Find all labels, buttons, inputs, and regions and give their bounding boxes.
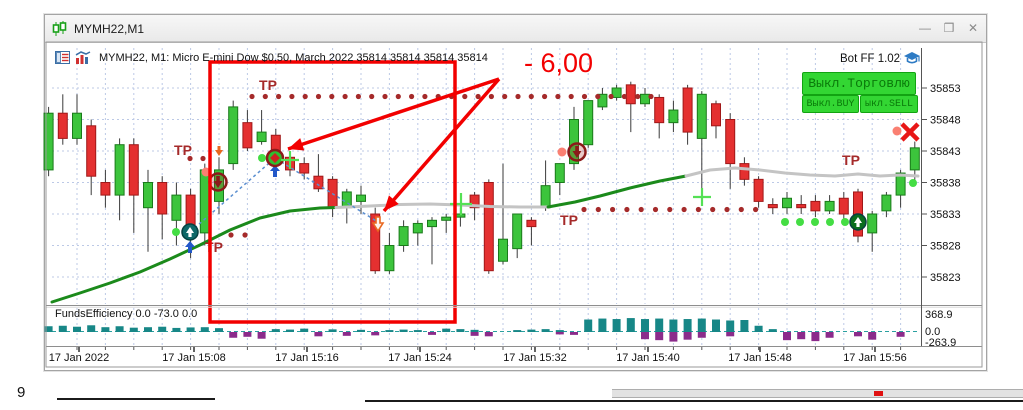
indicator-label: FundsEfficiency 0.0 -73.0 0.0 [55,308,198,320]
disable-buy-button[interactable]: Выкл.BUY [802,95,859,113]
graduation-cap-icon[interactable] [903,51,921,66]
maximize-button[interactable]: ❒ [943,21,955,35]
chart-stats-icon[interactable] [75,51,91,65]
bot-version-label: Bot FF 1.02 [840,52,901,65]
document-underline [57,398,215,400]
horizontal-scrollbar[interactable] [612,389,1023,398]
quotes-table-icon[interactable] [55,51,71,65]
close-button[interactable]: ✕ [967,21,979,35]
symbol-ohlc-info: MYMH22, M1: Micro E-mini Dow $0.50, Marc… [99,52,488,64]
window-titlebar[interactable]: MYMH22,M1 — ❒ ✕ [45,15,986,43]
disable-sell-button[interactable]: ыкл.SELL [860,95,918,113]
page-number: 9 [17,384,26,401]
minimize-button[interactable]: — [919,21,931,35]
disable-trading-button[interactable]: Выкл.Торговлю [802,72,916,95]
scrollbar-marker [874,391,883,396]
document-underline [365,400,1023,402]
window-title: MYMH22,M1 [74,21,145,36]
candles-window-icon [52,20,67,36]
